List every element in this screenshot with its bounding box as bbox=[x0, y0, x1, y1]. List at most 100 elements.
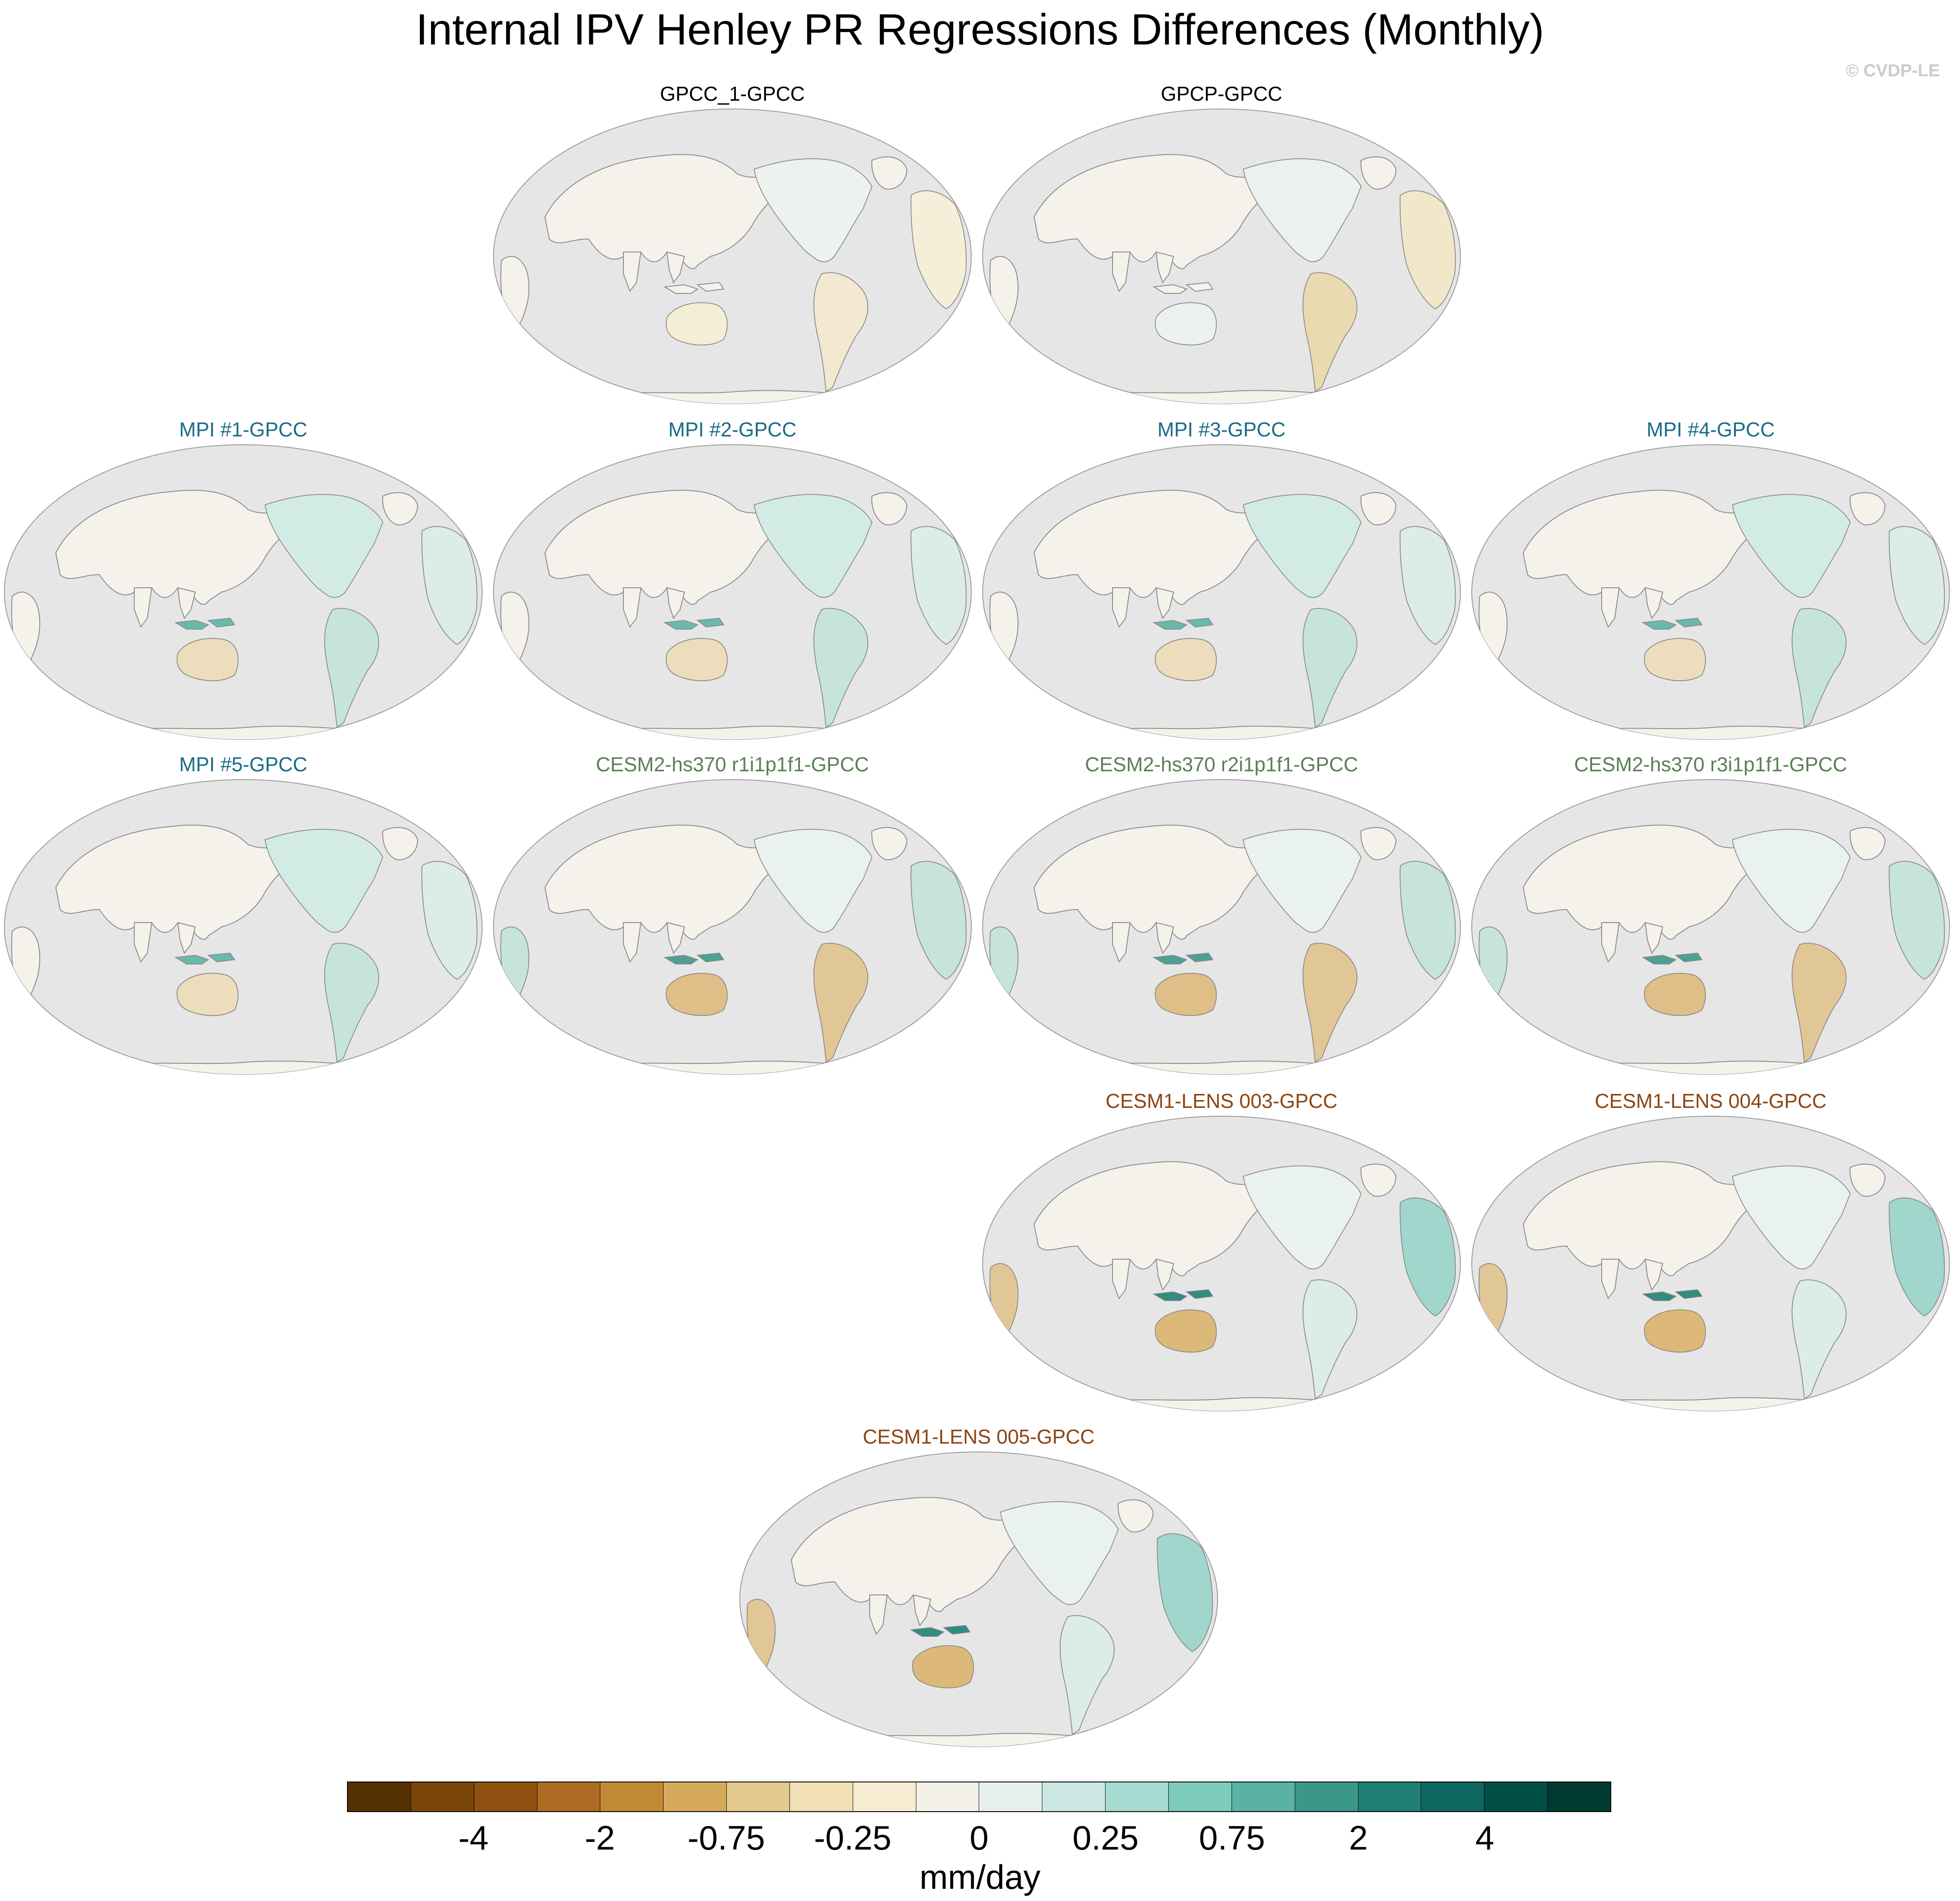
colorbar-swatch bbox=[789, 1782, 853, 1811]
land-india bbox=[623, 587, 642, 628]
anomaly-namerica bbox=[1732, 1165, 1851, 1269]
land-seasia bbox=[1644, 922, 1664, 954]
land-eurasia bbox=[544, 490, 799, 605]
world-map bbox=[493, 779, 972, 1075]
map-panel: CESM2-hs370 r2i1p1f1-GPCC bbox=[982, 753, 1461, 1075]
colorbar-tick-label: 0 bbox=[970, 1819, 989, 1857]
colorbar-tick-label: 4 bbox=[1475, 1819, 1494, 1857]
land-antarctica bbox=[1549, 1397, 1890, 1411]
world-map bbox=[1471, 1116, 1950, 1411]
panel-title: CESM2-hs370 r3i1p1f1-GPCC bbox=[1574, 753, 1848, 776]
map-panel: CESM1-LENS 004-GPCC bbox=[1471, 1090, 1950, 1411]
anomaly-samerica bbox=[1792, 1279, 1847, 1400]
land-antarctica bbox=[1060, 726, 1401, 739]
land-antarctica bbox=[1060, 390, 1401, 404]
anomaly-namerica bbox=[1243, 1165, 1361, 1269]
colorbar-tick-label: -2 bbox=[585, 1819, 615, 1857]
colorbar bbox=[347, 1782, 1611, 1812]
land-eurasia bbox=[1522, 490, 1777, 605]
colorbar-tick-label: 2 bbox=[1349, 1819, 1368, 1857]
anomaly-namerica bbox=[1243, 158, 1361, 262]
land-antarctica bbox=[1060, 1397, 1401, 1411]
anomaly-samerica bbox=[1792, 943, 1847, 1063]
land-greenland bbox=[1360, 156, 1397, 190]
panel-title: CESM1-LENS 004-GPCC bbox=[1595, 1090, 1827, 1112]
land-eurasia bbox=[1522, 1161, 1777, 1277]
land-india bbox=[1112, 922, 1131, 963]
anomaly-indonesia bbox=[1642, 1289, 1703, 1301]
anomaly-europeAfricaEast bbox=[1399, 190, 1456, 309]
panel-title: MPI #5-GPCC bbox=[179, 753, 307, 776]
map-panel: MPI #4-GPCC bbox=[1471, 418, 1950, 740]
anomaly-namerica bbox=[754, 494, 872, 598]
anomaly-europeAfricaEast bbox=[1889, 1197, 1945, 1316]
land-eurasia bbox=[55, 490, 310, 605]
anomaly-europeAfricaEast bbox=[1399, 526, 1456, 645]
anomaly-europeAfricaEast bbox=[910, 526, 967, 645]
land-seasia bbox=[1155, 251, 1174, 284]
anomaly-samerica bbox=[324, 943, 379, 1063]
anomaly-samerica bbox=[813, 943, 868, 1063]
land-eurasia bbox=[1033, 1161, 1288, 1277]
land-eurasia bbox=[1033, 824, 1288, 940]
land-greenland bbox=[1849, 1163, 1886, 1197]
anomaly-indonesia bbox=[1642, 953, 1703, 964]
world-map bbox=[982, 444, 1461, 740]
colorbar-swatch bbox=[1484, 1782, 1548, 1811]
anomaly-australia bbox=[666, 638, 728, 681]
anomaly-australia bbox=[1155, 302, 1217, 345]
map-panel: GPCP-GPCC bbox=[982, 83, 1461, 404]
credit-label: © CVDP-LE bbox=[1845, 61, 1940, 80]
colorbar-swatch bbox=[1232, 1782, 1295, 1811]
anomaly-indonesia bbox=[664, 953, 725, 964]
anomaly-namerica bbox=[754, 158, 872, 262]
land-antarctica bbox=[1549, 1060, 1890, 1074]
land-antarctica bbox=[571, 1060, 912, 1074]
anomaly-europeAfricaEast bbox=[1399, 1197, 1456, 1316]
land-greenland bbox=[871, 492, 908, 525]
land-eurasia bbox=[1522, 824, 1777, 940]
land-seasia bbox=[1155, 587, 1174, 620]
land-india bbox=[1112, 1259, 1131, 1300]
anomaly-indonesia bbox=[1642, 618, 1703, 630]
anomaly-indonesia bbox=[664, 618, 725, 630]
colorbar-swatch bbox=[1106, 1782, 1169, 1811]
land-eurasia bbox=[1033, 490, 1288, 605]
anomaly-europeAfricaEast bbox=[1157, 1533, 1213, 1652]
colorbar-swatch bbox=[1295, 1782, 1358, 1811]
anomaly-australia bbox=[912, 1645, 974, 1688]
land-antarctica bbox=[82, 726, 422, 739]
world-map bbox=[982, 1116, 1461, 1411]
land-greenland bbox=[1360, 827, 1397, 860]
anomaly-namerica bbox=[265, 494, 383, 598]
land-india bbox=[1112, 252, 1131, 293]
anomaly-australia bbox=[1644, 973, 1706, 1016]
anomaly-australia bbox=[1644, 1309, 1706, 1353]
anomaly-samerica bbox=[324, 608, 379, 728]
map-panel: CESM2-hs370 r1i1p1f1-GPCC bbox=[493, 753, 972, 1075]
colorbar-tick-label: 0.25 bbox=[1072, 1819, 1139, 1857]
map-ocean-background bbox=[493, 779, 972, 1075]
anomaly-samerica bbox=[1303, 608, 1358, 728]
land-eurasia bbox=[55, 824, 310, 940]
land-seasia bbox=[912, 1594, 932, 1627]
map-panel: GPCC_1-GPCC bbox=[493, 83, 972, 404]
land-antarctica bbox=[817, 1733, 1158, 1747]
panel-title: MPI #4-GPCC bbox=[1647, 418, 1775, 441]
colorbar-swatch bbox=[1042, 1782, 1106, 1811]
anomaly-australia bbox=[1155, 638, 1217, 681]
colorbar-swatch bbox=[1421, 1782, 1485, 1811]
land-indonesia bbox=[1152, 282, 1214, 294]
anomaly-namerica bbox=[1243, 494, 1361, 598]
anomaly-europeAfricaEast bbox=[1889, 861, 1945, 980]
colorbar-swatch bbox=[1358, 1782, 1422, 1811]
land-greenland bbox=[382, 827, 419, 860]
map-ocean-background bbox=[493, 444, 972, 740]
anomaly-australia bbox=[1155, 1309, 1217, 1353]
panel-title: MPI #2-GPCC bbox=[668, 418, 796, 441]
panel-title: CESM1-LENS 003-GPCC bbox=[1106, 1090, 1337, 1112]
anomaly-namerica bbox=[265, 829, 383, 933]
map-ocean-background bbox=[982, 779, 1461, 1075]
land-antarctica bbox=[1549, 726, 1890, 739]
land-indonesia bbox=[663, 282, 725, 294]
